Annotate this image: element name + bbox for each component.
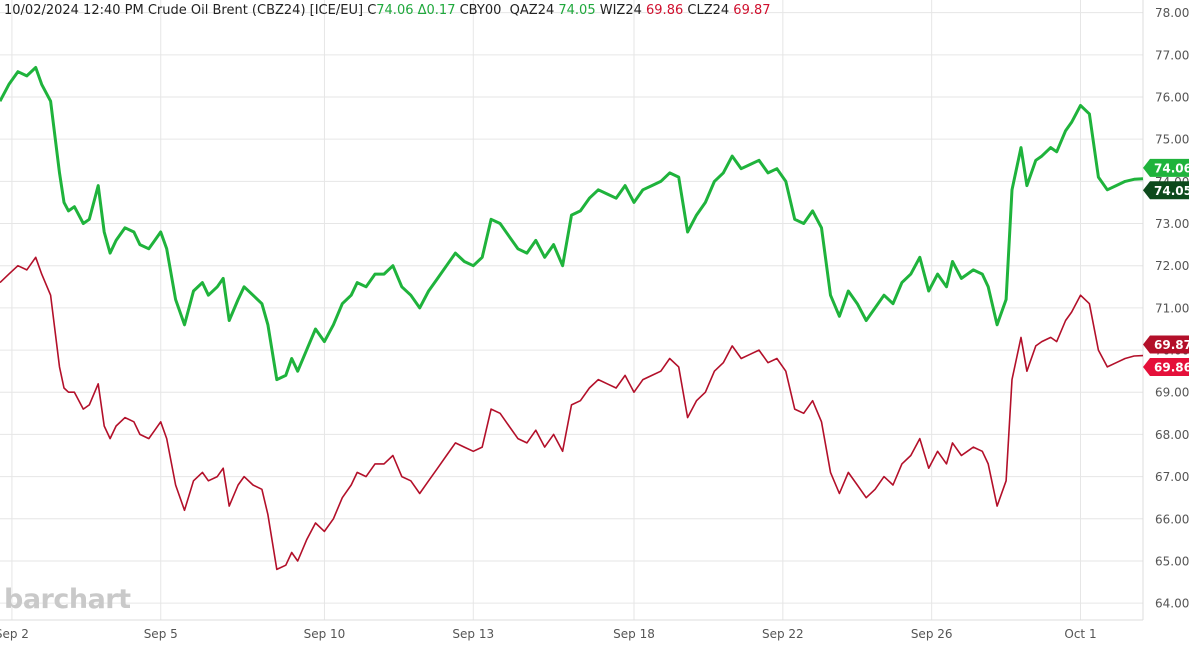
y-tick-label: 78.00 (1155, 6, 1189, 20)
price-marker-label: 69.86 (1154, 360, 1190, 374)
x-tick-label: Sep 2 (0, 627, 29, 641)
y-tick-label: 73.00 (1155, 217, 1189, 231)
price-marker (1143, 158, 1189, 177)
x-tick-label: Sep 26 (911, 627, 953, 641)
series-line-cbz24 (0, 66, 1144, 382)
price-marker (1143, 181, 1189, 200)
series-line-clz24 (0, 256, 1144, 571)
y-tick-label: 64.00 (1155, 597, 1189, 611)
header-close-prefix: C (367, 3, 377, 18)
y-tick-label: 77.00 (1155, 48, 1189, 62)
header-change: Δ0.17 (417, 3, 456, 18)
header-wiz-value: 69.86 (646, 3, 684, 18)
header-qaz-value: 74.05 (558, 3, 596, 18)
chart-header: 10/02/2024 12:40 PM Crude Oil Brent (CBZ… (4, 3, 771, 18)
y-tick-label: 71.00 (1155, 301, 1189, 315)
header-clz-label: CLZ24 (687, 3, 730, 18)
header-cby-label: CBY00 (459, 3, 502, 18)
y-tick-label: 72.00 (1155, 259, 1189, 273)
x-tick-label: Sep 13 (452, 627, 494, 641)
y-tick-label: 66.00 (1155, 512, 1189, 526)
price-marker-label: 69.87 (1154, 338, 1190, 352)
y-tick-label: 65.00 (1155, 554, 1189, 568)
header-clz-value: 69.87 (733, 3, 771, 18)
price-marker (1143, 335, 1189, 354)
barchart-logo: barchart (4, 584, 131, 615)
header-wiz-label: WIZ24 (599, 3, 642, 18)
x-tick-label: Sep 22 (762, 627, 804, 641)
x-tick-label: Sep 5 (144, 627, 178, 641)
y-tick-label: 76.00 (1155, 91, 1189, 105)
header-datetime: 10/02/2024 12:40 PM (4, 3, 144, 18)
header-qaz-label: QAZ24 (509, 3, 555, 18)
y-tick-label: 69.00 (1155, 386, 1189, 400)
price-marker-label: 74.06 (1154, 161, 1190, 175)
header-close-value: 74.06 (376, 3, 414, 18)
x-tick-label: Oct 1 (1064, 627, 1096, 641)
x-tick-label: Sep 18 (613, 627, 655, 641)
price-marker (1143, 357, 1189, 376)
y-tick-label: 68.00 (1155, 428, 1189, 442)
price-marker-label: 74.05 (1154, 184, 1190, 198)
y-tick-label: 67.00 (1155, 470, 1189, 484)
header-symbol: Crude Oil Brent (CBZ24) [ICE/EU] (147, 3, 364, 18)
x-tick-label: Sep 10 (304, 627, 346, 641)
y-tick-label: 75.00 (1155, 133, 1189, 147)
